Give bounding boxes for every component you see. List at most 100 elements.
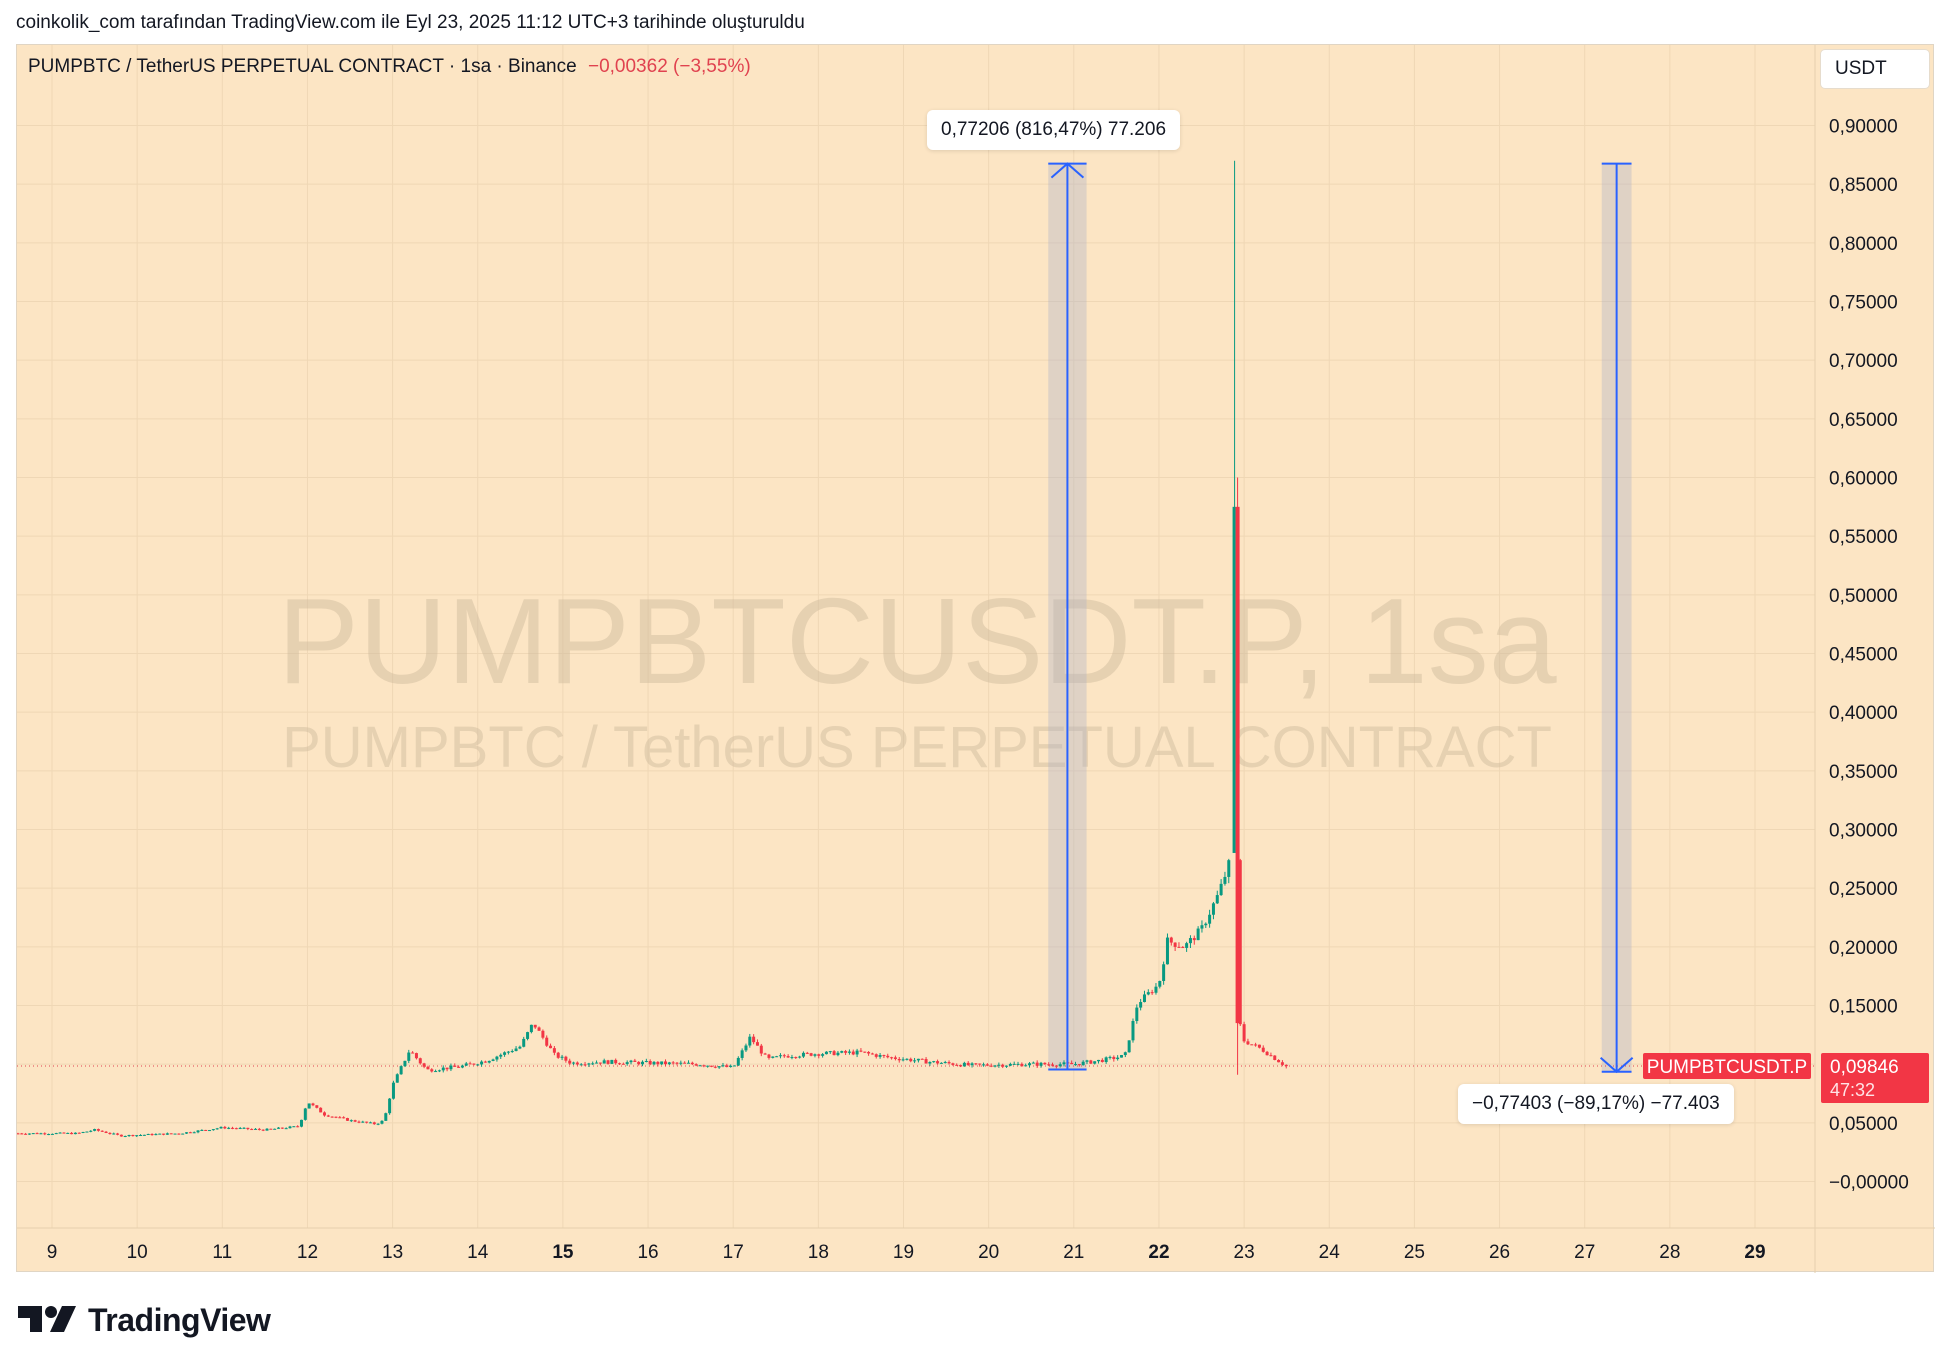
x-tick-label: 26 — [1489, 1242, 1510, 1263]
candle-body — [177, 1133, 181, 1135]
tradingview-logo[interactable]: TradingView — [18, 1302, 271, 1339]
candle-body — [154, 1134, 158, 1136]
price-tag-symbol: PUMPBTCUSDT.P — [1647, 1057, 1807, 1078]
x-tick-label: 9 — [47, 1242, 58, 1263]
candle-body — [296, 1126, 300, 1128]
candle-body — [1246, 1041, 1250, 1045]
candle-body — [24, 1133, 28, 1135]
candle-body — [568, 1060, 572, 1064]
symbol-header: PUMPBTC / TetherUS PERPETUAL CONTRACT · … — [28, 56, 751, 78]
candle-body — [541, 1030, 545, 1038]
candle-body — [552, 1048, 556, 1053]
candle-body — [686, 1062, 690, 1064]
candle-body — [112, 1133, 116, 1135]
candle-body — [200, 1129, 204, 1131]
candle-body — [675, 1062, 679, 1064]
candle-body — [66, 1132, 70, 1134]
candle-body — [955, 1064, 959, 1066]
candle-body — [985, 1064, 989, 1066]
candle-body — [108, 1132, 112, 1134]
candle-body — [1277, 1059, 1281, 1063]
candle-body — [135, 1135, 139, 1137]
candle-body — [1005, 1065, 1009, 1067]
candle-body — [916, 1058, 920, 1061]
candle-body — [265, 1128, 269, 1131]
candle-body — [709, 1065, 713, 1067]
y-tick-label: 0,30000 — [1829, 821, 1898, 842]
candle-body — [518, 1046, 522, 1049]
candle-body — [1162, 964, 1166, 981]
candle-body — [962, 1062, 966, 1067]
x-tick-label: 21 — [1063, 1242, 1084, 1263]
candle-body — [648, 1061, 652, 1065]
candle-body — [142, 1134, 146, 1136]
candle-body — [93, 1129, 97, 1131]
price-tag-bg — [1821, 1052, 1929, 1103]
candle-body — [989, 1065, 993, 1067]
candle-body — [434, 1071, 438, 1073]
candle-body — [414, 1053, 418, 1059]
candle-body — [246, 1127, 250, 1130]
candle-body — [790, 1057, 794, 1059]
candle-body — [73, 1132, 77, 1135]
candle-body — [1169, 937, 1173, 943]
candle-body — [1280, 1062, 1284, 1065]
candle-body — [464, 1063, 468, 1066]
spike-candle-body — [1232, 506, 1236, 853]
candle-body — [1215, 895, 1219, 904]
candle-body — [288, 1126, 292, 1129]
candle-body — [326, 1115, 330, 1117]
candle-body — [445, 1067, 449, 1070]
candle-body — [1031, 1062, 1035, 1064]
candle-body — [1158, 980, 1162, 987]
candle-body — [1062, 1062, 1066, 1065]
chart-frame[interactable]: PUMPBTCUSDT.P, 1sa PUMPBTC / TetherUS PER… — [16, 44, 1935, 1273]
candle-body — [840, 1051, 844, 1053]
y-tick-label: 0,45000 — [1829, 645, 1898, 666]
candle-body — [913, 1060, 917, 1062]
candle-body — [721, 1065, 725, 1067]
chart-caption: coinkolik_com tarafından TradingView.com… — [16, 12, 805, 33]
candle-body — [303, 1108, 307, 1120]
candle-body — [932, 1061, 936, 1063]
candle-body — [855, 1050, 859, 1055]
candle-body — [1254, 1044, 1258, 1046]
candle-body — [874, 1054, 878, 1057]
candle-body — [1269, 1055, 1273, 1057]
candle-body — [1173, 942, 1177, 947]
y-tick-label: 0,35000 — [1829, 762, 1898, 783]
candle-body — [909, 1058, 913, 1062]
x-tick-label: 22 — [1148, 1242, 1169, 1263]
candle-body — [81, 1131, 85, 1133]
candle-body — [1227, 860, 1231, 877]
candle-body — [250, 1129, 254, 1131]
candle-body — [936, 1061, 940, 1064]
candle-body — [801, 1052, 805, 1057]
candle-body — [514, 1048, 518, 1052]
candle-body — [181, 1133, 185, 1135]
candle-body — [755, 1042, 759, 1046]
candle-body — [660, 1061, 664, 1065]
candle-body — [824, 1051, 828, 1055]
candle-body — [70, 1132, 74, 1135]
spike-down-body — [1235, 506, 1240, 1024]
candle-body — [863, 1051, 867, 1053]
candle-body — [116, 1133, 120, 1135]
candle-body — [1051, 1064, 1055, 1066]
candle-body — [706, 1065, 710, 1067]
candle-body — [702, 1065, 706, 1067]
y-tick-label: 0,50000 — [1829, 586, 1898, 607]
candle-body — [437, 1070, 441, 1072]
candle-body — [602, 1060, 606, 1064]
x-tick-label: 28 — [1659, 1242, 1680, 1263]
candle-body — [35, 1133, 39, 1135]
candle-body — [47, 1134, 51, 1136]
candle-body — [353, 1120, 357, 1122]
candle-body — [58, 1132, 62, 1134]
currency-selector[interactable]: USDT — [1821, 50, 1929, 88]
candle-body — [257, 1128, 261, 1130]
candle-body — [1054, 1065, 1058, 1067]
candle-body — [219, 1126, 223, 1129]
measurement-up-label: 0,77206 (816,47%) 77.206 — [927, 110, 1181, 150]
